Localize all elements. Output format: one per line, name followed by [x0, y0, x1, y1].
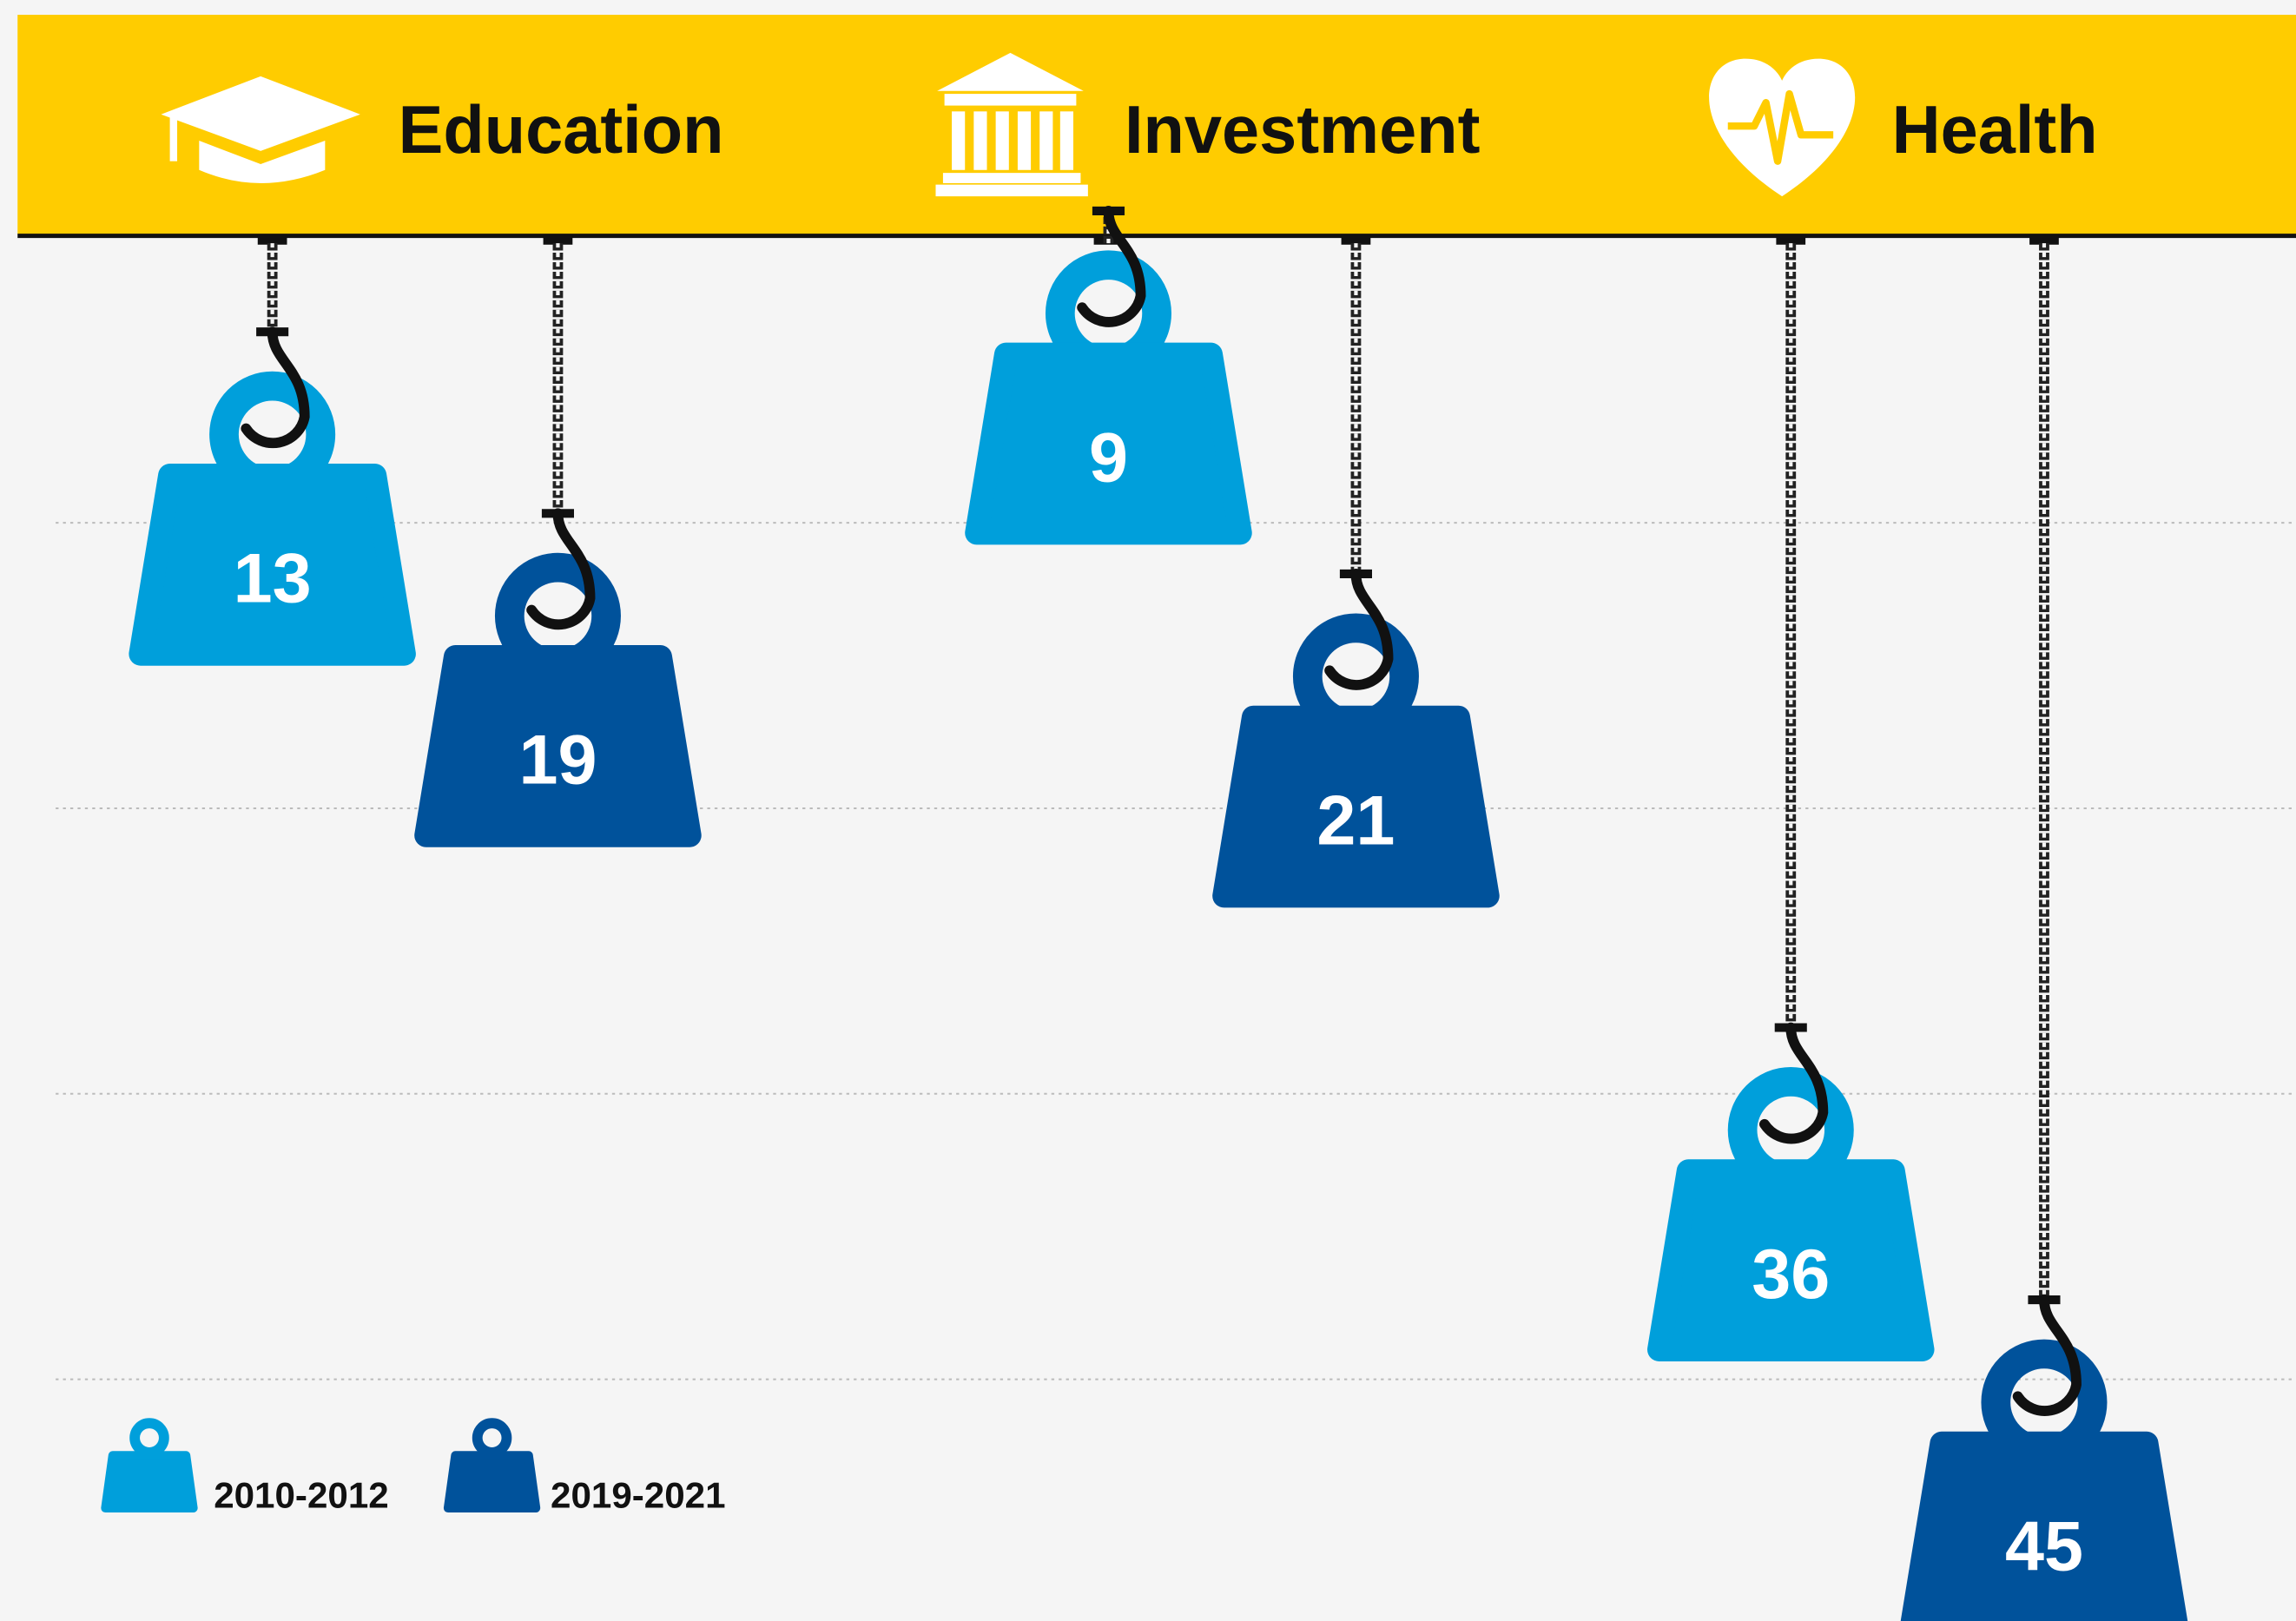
chain-mount: [1776, 234, 1805, 245]
category-label: Investment: [1125, 93, 1480, 168]
chain-mount: [544, 234, 573, 245]
chain-mount: [258, 234, 287, 245]
value-label: 36: [1752, 1236, 1830, 1314]
value-label: 13: [234, 540, 312, 618]
chain-mount: [2029, 234, 2059, 245]
category-label: Education: [399, 93, 724, 168]
page: 13 9 36 19 21 45 2010-2012 2019-2021 Education…: [0, 0, 2296, 1621]
value-label: 45: [2005, 1507, 2083, 1585]
background: [0, 0, 2296, 1621]
category-label: Health: [1892, 93, 2098, 168]
value-label: 19: [518, 722, 597, 800]
legend-swatch: [448, 1455, 536, 1508]
chart: 13 9 36 19 21 45 2010-2012 2019-2021 Education…: [0, 0, 2296, 1621]
value-label: 21: [1316, 781, 1395, 860]
chain-mount: [1342, 234, 1371, 245]
legend-label: 2019-2021: [551, 1474, 726, 1515]
value-label: 9: [1089, 418, 1128, 497]
legend-swatch: [105, 1455, 193, 1508]
legend-label: 2010-2012: [214, 1474, 389, 1515]
